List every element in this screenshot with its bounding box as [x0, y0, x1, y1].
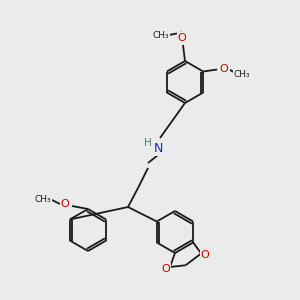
Text: O: O — [162, 264, 170, 274]
Text: CH₃: CH₃ — [35, 194, 51, 203]
Text: CH₃: CH₃ — [234, 70, 250, 79]
Text: O: O — [201, 250, 210, 260]
Text: O: O — [61, 199, 69, 209]
Text: N: N — [153, 142, 163, 154]
Text: CH₃: CH₃ — [153, 31, 169, 40]
Text: H: H — [144, 138, 152, 148]
Text: O: O — [220, 64, 229, 74]
Text: O: O — [178, 33, 186, 43]
